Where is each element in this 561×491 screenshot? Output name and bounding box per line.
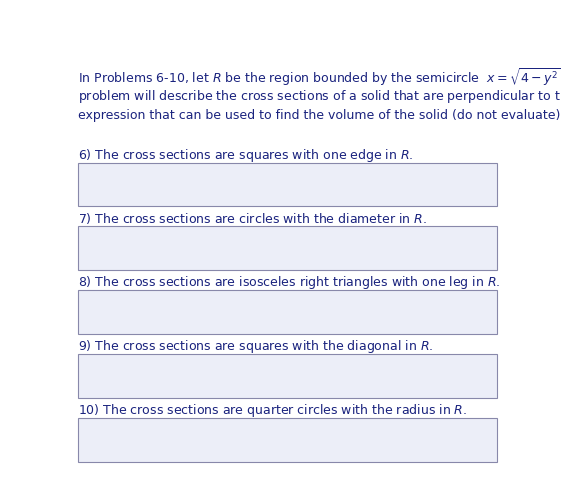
FancyBboxPatch shape [78,163,497,206]
Text: 9) The cross sections are squares with the diagonal in $R$.: 9) The cross sections are squares with t… [78,338,433,355]
Text: 6) The cross sections are squares with one edge in $R$.: 6) The cross sections are squares with o… [78,147,413,164]
FancyBboxPatch shape [78,354,497,398]
Text: 10) The cross sections are quarter circles with the radius in $R$.: 10) The cross sections are quarter circl… [78,402,467,419]
FancyBboxPatch shape [78,418,497,462]
Text: problem will describe the cross sections of a solid that are perpendicular to th: problem will describe the cross sections… [78,88,561,105]
FancyBboxPatch shape [78,226,497,270]
Text: In Problems 6-10, let $R$ be the region bounded by the semicircle  $x = \sqrt{4-: In Problems 6-10, let $R$ be the region … [78,67,561,89]
FancyBboxPatch shape [78,290,497,334]
Text: 7) The cross sections are circles with the diameter in $R$.: 7) The cross sections are circles with t… [78,211,427,225]
Text: 8) The cross sections are isosceles right triangles with one leg in $R$.: 8) The cross sections are isosceles righ… [78,274,500,292]
Text: expression that can be used to find the volume of the solid (do not evaluate).: expression that can be used to find the … [78,109,561,122]
